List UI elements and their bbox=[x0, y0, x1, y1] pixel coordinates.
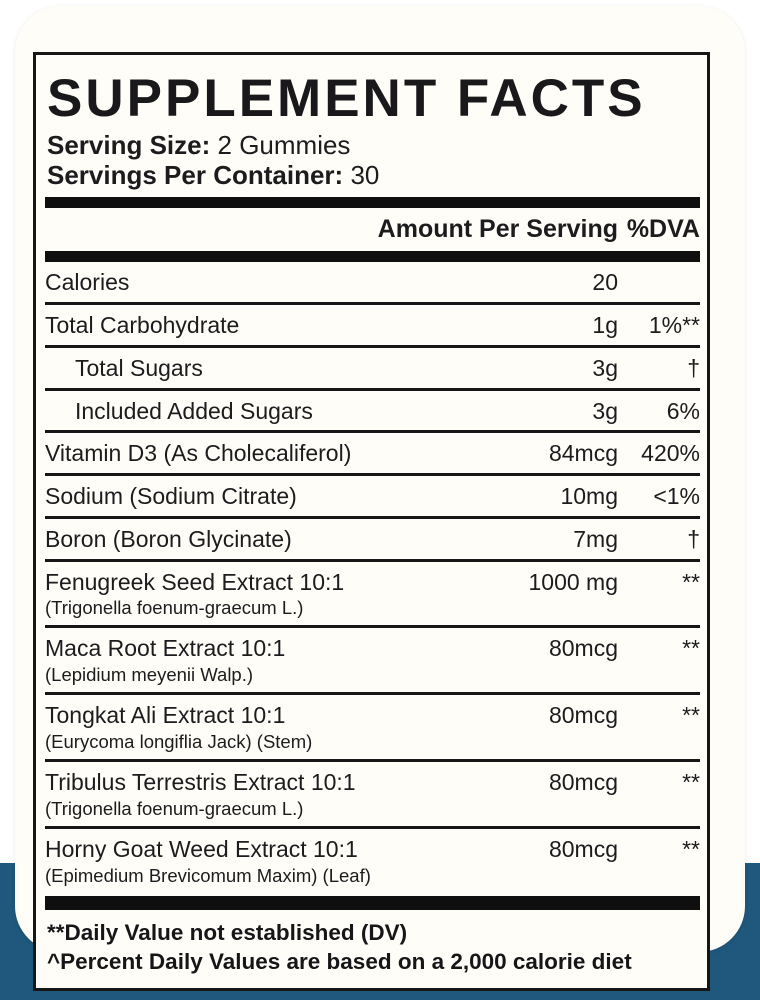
ingredient-dv: 1%** bbox=[648, 312, 700, 339]
servings-per-container-value: 30 bbox=[350, 160, 380, 191]
label-card: SUPPLEMENT FACTS Serving Size: 2 Gummies… bbox=[15, 6, 745, 992]
ingredient-name: Total Sugars bbox=[75, 354, 203, 381]
ingredient-amount: 10mg bbox=[560, 483, 618, 510]
ingredient-amount: 7mg bbox=[573, 525, 618, 552]
divider-bar-top bbox=[45, 197, 700, 209]
ingredient-amount: 3g bbox=[592, 354, 618, 381]
ingredient-name: Tongkat Ali Extract 10:1 (Eurycoma longif… bbox=[45, 701, 463, 754]
serving-size-label: Serving Size: bbox=[47, 130, 211, 161]
ingredient-dv: ** bbox=[682, 568, 700, 595]
ingredient-latin-name: (Trigonella foenum-graecum L.) bbox=[45, 797, 304, 819]
ingredient-amount: 1000 mg bbox=[528, 568, 618, 595]
ingredient-amount: 80mcg bbox=[548, 835, 618, 862]
ingredient-amount: 80mcg bbox=[548, 635, 618, 662]
ingredient-amount: 20 bbox=[592, 269, 618, 296]
table-row: Tribulus Terrestris Extract 10:1 (Trigone… bbox=[45, 762, 700, 829]
table-row: Total Sugars 3g † bbox=[45, 348, 700, 391]
ingredient-latin-name: (Lepidium meyenii Walp.) bbox=[45, 664, 254, 686]
table-row: Horny Goat Weed Extract 10:1 (Epimedium B… bbox=[45, 829, 700, 893]
table-row: Total Carbohydrate 1g 1%** bbox=[45, 305, 700, 348]
ingredient-dv: ** bbox=[682, 835, 700, 862]
ingredient-table: Calories 20 Total Carbohydrate 1g 1%** Total … bbox=[45, 262, 700, 892]
ingredient-name: Calories bbox=[45, 269, 130, 296]
ingredient-name: Vitamin D3 (As Cholecaliferol) bbox=[45, 440, 352, 467]
supplement-facts-panel: SUPPLEMENT FACTS Serving Size: 2 Gummies… bbox=[33, 52, 710, 992]
ingredient-dv: † bbox=[687, 354, 700, 381]
divider-bar-bottom bbox=[45, 895, 700, 910]
percent-dv-header: %DVA bbox=[626, 215, 700, 244]
table-row: Boron (Boron Glycinate) 7mg † bbox=[45, 519, 700, 562]
ingredient-amount: 84mcg bbox=[548, 440, 618, 467]
ingredient-dv: † bbox=[687, 525, 700, 552]
table-row: Vitamin D3 (As Cholecaliferol) 84mcg 420% bbox=[45, 433, 700, 477]
ingredient-dv: 420% bbox=[641, 440, 700, 467]
table-row: Fenugreek Seed Extract 10:1 (Trigonella f… bbox=[45, 562, 700, 629]
ingredient-amount: 80mcg bbox=[548, 702, 618, 729]
ingredient-dv: ** bbox=[682, 702, 700, 729]
footnote-percent-daily-values: ^Percent Daily Values are based on a 2,0… bbox=[47, 948, 632, 974]
footnote-dv-not-established: **Daily Value not established (DV) bbox=[47, 919, 408, 945]
page-title: SUPPLEMENT FACTS bbox=[47, 69, 646, 128]
ingredient-amount: 80mcg bbox=[548, 769, 618, 796]
ingredient-name: Sodium (Sodium Citrate) bbox=[45, 483, 297, 510]
divider-bar-header bbox=[45, 251, 700, 263]
ingredient-dv: ** bbox=[682, 635, 700, 662]
table-row: Calories 20 bbox=[45, 262, 700, 306]
servings-per-container-label: Servings Per Container: bbox=[47, 160, 344, 191]
table-header-row: Amount Per Serving %DVA bbox=[45, 208, 700, 251]
servings-per-container-line: Servings Per Container: 30 bbox=[47, 160, 700, 190]
amount-per-serving-header: Amount Per Serving bbox=[377, 215, 618, 244]
ingredient-amount: 3g bbox=[592, 397, 618, 424]
ingredient-name: Total Carbohydrate bbox=[45, 312, 240, 339]
ingredient-dv: 6% bbox=[666, 397, 700, 424]
ingredient-dv: ** bbox=[682, 769, 700, 796]
ingredient-dv: <1% bbox=[653, 483, 700, 510]
serving-size-line: Serving Size: 2 Gummies bbox=[47, 130, 700, 160]
ingredient-name: Included Added Sugars bbox=[75, 397, 313, 424]
ingredient-latin-name: (Epimedium Brevicomum Maxim) (Leaf) bbox=[45, 864, 371, 886]
table-row: Tongkat Ali Extract 10:1 (Eurycoma longif… bbox=[45, 695, 700, 763]
ingredient-name: Horny Goat Weed Extract 10:1 (Epimedium B… bbox=[45, 835, 463, 888]
ingredient-name: Tribulus Terrestris Extract 10:1 (Trigone… bbox=[45, 768, 463, 821]
table-row: Included Added Sugars 3g 6% bbox=[45, 391, 700, 434]
ingredient-amount: 1g bbox=[592, 312, 618, 339]
ingredient-latin-name: (Trigonella foenum-graecum L.) bbox=[45, 597, 304, 619]
table-row: Maca Root Extract 10:1 (Lepidium meyenii … bbox=[45, 628, 700, 696]
footnotes: **Daily Value not established (DV) ^Perc… bbox=[45, 910, 700, 979]
ingredient-name: Fenugreek Seed Extract 10:1 (Trigonella f… bbox=[45, 568, 463, 621]
serving-size-value: 2 Gummies bbox=[217, 130, 351, 161]
ingredient-name: Maca Root Extract 10:1 (Lepidium meyenii … bbox=[45, 634, 463, 687]
ingredient-latin-name: (Eurycoma longiflia Jack) (Stem) bbox=[45, 731, 313, 753]
table-row: Sodium (Sodium Citrate) 10mg <1% bbox=[45, 476, 700, 519]
ingredient-name: Boron (Boron Glycinate) bbox=[45, 525, 292, 552]
